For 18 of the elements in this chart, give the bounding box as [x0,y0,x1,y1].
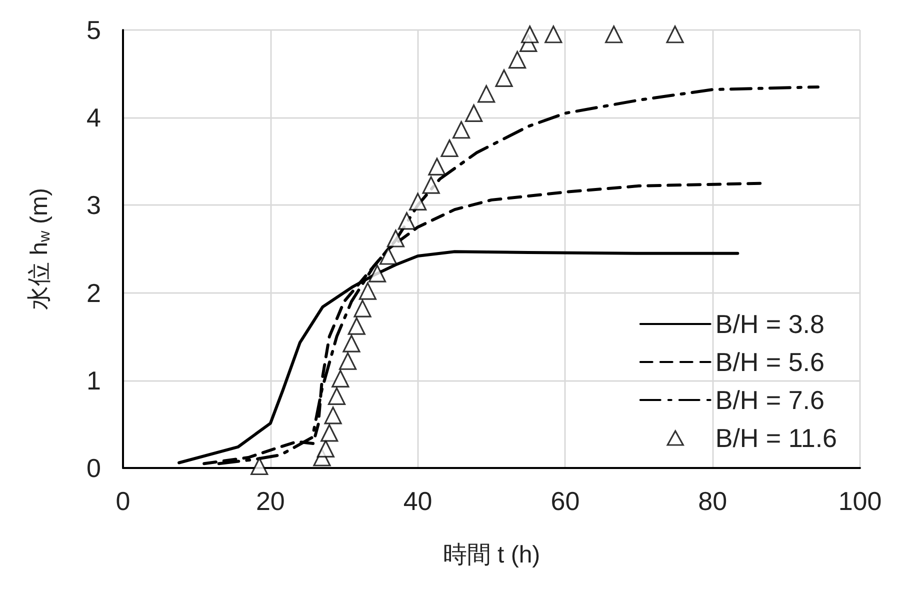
legend-label: B/H = 5.6 [715,347,824,377]
y-tick-label: 2 [86,278,101,308]
x-axis-title: 時間 t (h) [442,542,540,568]
x-tick-label: 60 [550,486,580,516]
y-axis-title: 水位 hw (m) [26,188,54,310]
y-tick-label: 0 [86,453,101,483]
y-tick-label: 1 [86,365,101,396]
x-tick-label: 100 [838,486,882,516]
x-tick-label: 40 [403,486,432,516]
legend-label: B/H = 3.8 [715,309,824,339]
x-tick-label: 20 [256,486,285,516]
x-tick-label: 0 [116,486,130,516]
y-tick-label: 3 [86,190,101,220]
legend-label: B/H = 11.6 [715,423,838,453]
y-tick-label: 5 [86,15,101,45]
y-tick-label: 4 [86,102,101,133]
legend-label: B/H = 7.6 [715,385,824,415]
x-tick-label: 80 [698,486,728,516]
